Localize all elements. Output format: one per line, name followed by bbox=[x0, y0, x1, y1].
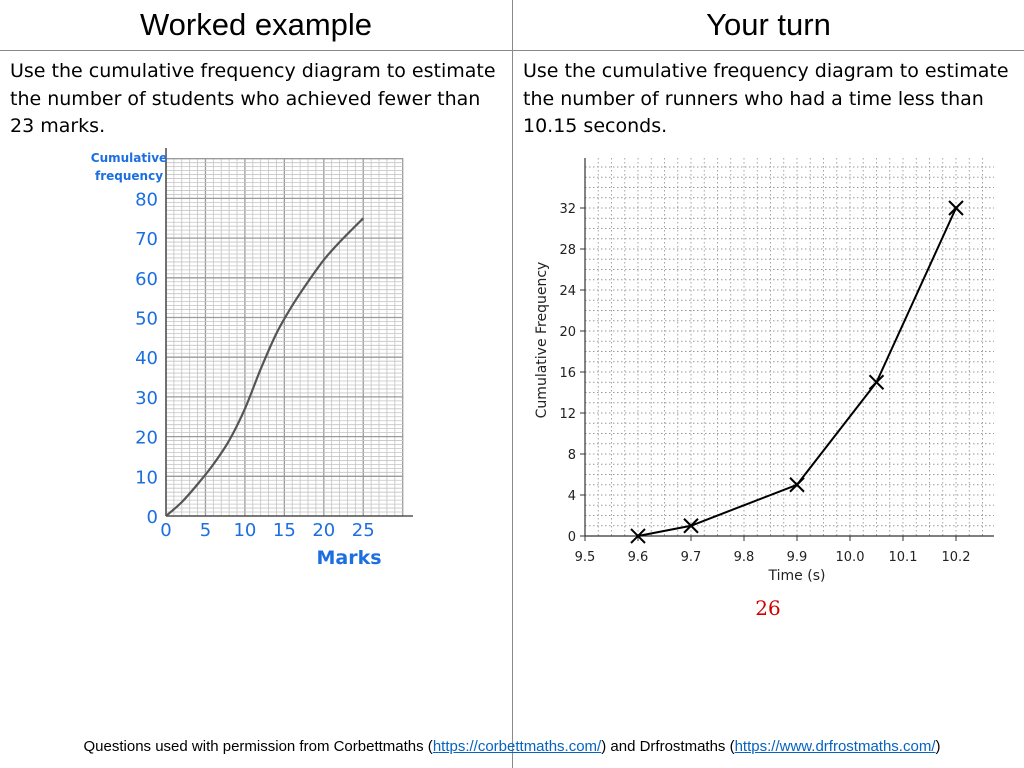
x-tick-label: 9.8 bbox=[734, 550, 755, 565]
header-bar: Worked example Your turn bbox=[0, 0, 1024, 51]
data-point-marker bbox=[683, 518, 699, 534]
your-turn-question: Use the cumulative frequency diagram to … bbox=[523, 60, 1009, 137]
x-tick-label: 15 bbox=[273, 520, 296, 541]
y-tick-label: 32 bbox=[559, 202, 576, 217]
y-tick-label: 20 bbox=[135, 428, 158, 449]
x-tick-label: 5 bbox=[200, 520, 211, 541]
marker-stroke bbox=[683, 518, 699, 534]
drfrostmaths-link[interactable]: https://www.drfrostmaths.com/ bbox=[734, 738, 936, 755]
y-axis-title-line2: frequency bbox=[95, 169, 163, 183]
y-tick-label: 28 bbox=[559, 243, 576, 258]
x-tick-label: 10.2 bbox=[942, 550, 971, 565]
x-tick-label: 10 bbox=[233, 520, 256, 541]
worked-example-title: Worked example bbox=[139, 7, 373, 42]
y-tick-label: 40 bbox=[135, 348, 158, 369]
your-turn-cumulative-frequency-chart: 0 4 8 12 16 20 24 28 32 9.5 9.6 9.7 9.8 9.9 10.0 10.1 10… bbox=[534, 158, 994, 584]
x-tick-label: 9.5 bbox=[575, 550, 596, 565]
corbettmaths-link[interactable]: https://corbettmaths.com/ bbox=[432, 738, 602, 755]
x-axis-title: Marks bbox=[316, 547, 381, 569]
y-tick-label: 0 bbox=[568, 530, 576, 545]
column-divider bbox=[512, 0, 513, 768]
y-axis-title: Cumulative Frequency bbox=[534, 262, 550, 419]
y-tick-label: 12 bbox=[559, 407, 576, 422]
marker-stroke bbox=[630, 528, 646, 544]
answer-text: 26 bbox=[755, 596, 781, 620]
worked-cumulative-frequency-chart: 0 10 20 30 40 50 60 70 80 0 5 10 15 20 25 Cumulative fre… bbox=[91, 148, 413, 569]
footer-prefix: Questions used with permission from Corb… bbox=[83, 738, 433, 755]
cumulative-frequency-curve bbox=[165, 217, 365, 517]
footer-suffix: ) bbox=[935, 738, 941, 755]
y-axis-title-line1: Cumulative bbox=[91, 151, 167, 165]
footer-credits: Questions used with permission from Corb… bbox=[0, 738, 1024, 755]
data-point-marker bbox=[868, 374, 885, 390]
x-tick-label: 10.0 bbox=[836, 550, 865, 565]
y-tick-label: 16 bbox=[559, 366, 576, 381]
x-axis-title: Time (s) bbox=[768, 568, 826, 584]
data-point-marker bbox=[789, 477, 805, 493]
y-tick-label: 24 bbox=[559, 284, 576, 299]
y-tick-label: 50 bbox=[135, 309, 158, 330]
marker-stroke bbox=[868, 374, 885, 390]
y-tick-label: 8 bbox=[568, 448, 576, 463]
y-tick-label: 80 bbox=[135, 189, 158, 210]
data-point-marker bbox=[630, 528, 646, 544]
x-tick-label: 25 bbox=[352, 520, 375, 541]
marker-stroke bbox=[789, 477, 805, 493]
y-tick-label: 10 bbox=[135, 467, 158, 488]
y-tick-label: 70 bbox=[135, 229, 158, 250]
worked-question: Use the cumulative frequency diagram to … bbox=[10, 60, 496, 137]
x-tick-label: 9.6 bbox=[628, 550, 649, 565]
y-tick-label: 30 bbox=[135, 388, 158, 409]
y-tick-label: 4 bbox=[568, 489, 576, 504]
x-tick-label: 9.7 bbox=[681, 550, 702, 565]
x-tick-label: 20 bbox=[312, 520, 335, 541]
x-tick-label: 10.1 bbox=[889, 550, 918, 565]
footer-middle: ) and Drfrostmaths ( bbox=[601, 738, 735, 755]
y-tick-label: 0 bbox=[147, 507, 158, 528]
y-tick-label: 20 bbox=[559, 325, 576, 340]
marker-stroke bbox=[948, 200, 964, 216]
data-point-marker bbox=[948, 200, 964, 216]
your-turn-title: Your turn bbox=[706, 7, 831, 42]
x-tick-label: 0 bbox=[160, 520, 171, 541]
x-tick-label: 9.9 bbox=[787, 550, 808, 565]
y-tick-label: 60 bbox=[135, 269, 158, 290]
